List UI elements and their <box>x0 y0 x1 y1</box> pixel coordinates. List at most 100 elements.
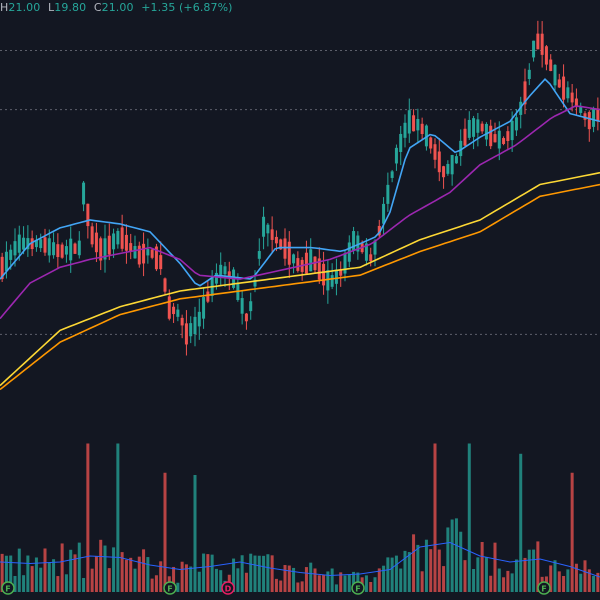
candle-body <box>214 272 218 284</box>
candle-body <box>369 254 373 262</box>
candle-body <box>596 108 600 122</box>
volume-bar <box>352 571 356 592</box>
volume-bar <box>304 567 308 592</box>
candle-body <box>373 240 377 255</box>
moving-average-orange <box>0 183 600 391</box>
volume-bar <box>493 542 497 592</box>
event-marker-dividend <box>221 581 235 595</box>
volume-bar <box>137 556 141 592</box>
candle-body <box>116 230 120 245</box>
candle-body <box>592 108 596 127</box>
volume-bar <box>60 543 64 592</box>
candle-body <box>69 238 73 261</box>
candle-body <box>99 238 103 261</box>
candle-body <box>472 118 476 137</box>
low-label: L <box>47 1 55 14</box>
event-marker-label: F <box>541 585 546 594</box>
volume-bar <box>43 548 47 592</box>
volume-bar <box>313 568 317 592</box>
volume-bar <box>519 453 523 592</box>
volume-bar <box>197 571 201 592</box>
ohlc-legend: H21.00 L19.80 C21.00 +1.35 (+6.87%) <box>0 1 233 14</box>
candle-body <box>467 119 471 138</box>
volume-bar <box>64 574 68 592</box>
volume-bar <box>399 568 403 592</box>
event-marker-label: F <box>167 585 172 594</box>
volume-bar <box>180 561 184 592</box>
candle-body <box>420 123 424 135</box>
candle-body <box>219 264 223 275</box>
volume-bar <box>232 558 236 592</box>
candle-body <box>579 105 583 113</box>
candle-body <box>244 313 248 322</box>
volume-bar <box>373 577 377 592</box>
volume-bar <box>90 568 94 592</box>
volume-bar <box>459 531 463 592</box>
volume-bar <box>553 560 557 592</box>
volume-bar <box>146 557 150 592</box>
candle-body <box>180 317 184 326</box>
candle-body <box>450 155 454 175</box>
candle-body <box>570 92 574 103</box>
candle-body <box>532 40 536 58</box>
volume-bar <box>386 557 390 592</box>
candle-body <box>352 231 356 251</box>
candle-body <box>9 249 13 260</box>
candle-body <box>154 246 158 270</box>
candle-body <box>94 232 98 253</box>
moving-average-purple <box>0 105 600 320</box>
volume-bar <box>283 565 287 592</box>
volume-bar <box>592 575 596 592</box>
candle-body <box>253 279 257 287</box>
volume-bar <box>262 555 266 592</box>
volume-bar <box>527 549 531 592</box>
candle-body <box>446 163 450 174</box>
candle-body <box>510 120 514 141</box>
volume-bar <box>274 578 278 592</box>
volume-bar <box>437 549 441 592</box>
candle-body <box>574 98 578 107</box>
change-value: +1.35 (+6.87%) <box>141 1 233 14</box>
candle-body <box>583 113 587 120</box>
volume-bar <box>154 575 158 592</box>
candle-body <box>240 298 244 314</box>
candle-body <box>124 234 128 251</box>
volume-bar <box>562 576 566 592</box>
candle-body <box>317 258 321 280</box>
candle-body <box>129 243 133 252</box>
volume-bar <box>557 571 561 592</box>
candle-body <box>137 245 141 265</box>
candle-body <box>0 256 4 280</box>
volume-bar <box>133 568 137 592</box>
volume-bar <box>129 557 133 592</box>
candle-body <box>30 238 34 250</box>
candle-body <box>73 243 77 254</box>
moving-average-yellow <box>0 171 600 387</box>
candle-body <box>540 33 544 55</box>
volume-bar <box>587 569 591 592</box>
candle-body <box>82 182 86 205</box>
candle-body <box>459 140 463 157</box>
volume-bar <box>266 554 270 592</box>
volume-bar <box>4 555 8 592</box>
candle-body <box>47 238 51 256</box>
candle-body <box>257 251 261 259</box>
volume-bar <box>292 567 296 592</box>
volume-bar <box>446 527 450 592</box>
volume-bar <box>574 563 578 592</box>
volume-bar <box>47 562 51 592</box>
candle-body <box>43 237 47 253</box>
volume-bar <box>69 549 73 592</box>
volume-bar <box>536 541 540 592</box>
event-marker-financials <box>537 581 551 595</box>
candle-body <box>394 147 398 164</box>
volume-bar <box>390 557 394 592</box>
volume-bar <box>407 552 411 592</box>
candle-body <box>442 166 446 178</box>
candle-body <box>146 249 150 256</box>
volume-bar <box>416 544 420 592</box>
candle-body <box>26 238 30 250</box>
volume-bar <box>510 573 514 592</box>
